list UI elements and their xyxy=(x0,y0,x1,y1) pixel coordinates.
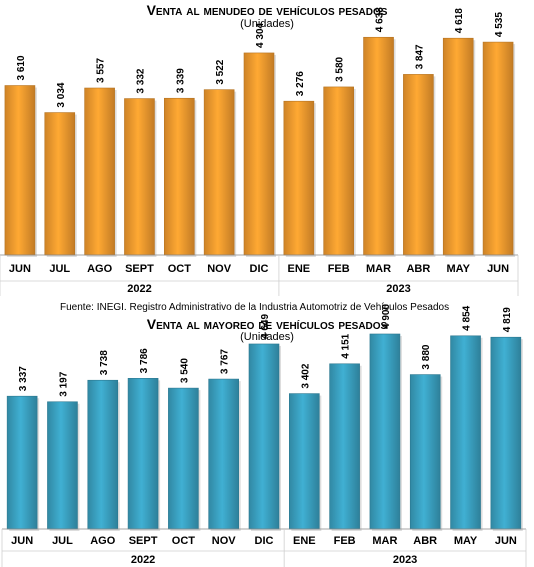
value-label-6: 4 304 xyxy=(255,22,266,47)
value-label-9: 4 900 xyxy=(381,304,392,329)
bar-11 xyxy=(450,335,481,530)
bar-10 xyxy=(409,374,441,530)
retail-bar-chart: 3 610 JUN 3 034 JUL 3 557 AGO 3 332 SEPT 3 339 OC… xyxy=(0,7,519,296)
bar-12 xyxy=(490,336,522,530)
value-label-6: 4 649 xyxy=(260,314,271,339)
source-note: Fuente: INEGI. Registro Administrativo d… xyxy=(60,302,450,313)
month-label-10: ABR xyxy=(413,535,437,547)
bar-3 xyxy=(124,98,155,256)
month-label-11: MAY xyxy=(447,263,471,275)
month-label-12: JUN xyxy=(495,535,517,547)
value-label-5: 3 522 xyxy=(215,59,226,84)
value-label-0: 3 337 xyxy=(18,366,29,391)
month-label-9: MAR xyxy=(372,535,397,547)
value-label-10: 3 847 xyxy=(414,44,425,69)
bar-2 xyxy=(84,87,115,256)
month-label-0: JUN xyxy=(11,535,33,547)
value-label-5: 3 767 xyxy=(220,349,231,374)
month-label-7: ENE xyxy=(288,263,311,275)
chart2-title-text: Venta al mayoreo de vehículos pesados xyxy=(146,316,388,332)
value-label-4: 3 339 xyxy=(175,68,186,93)
bar-8 xyxy=(323,86,354,256)
value-label-0: 3 610 xyxy=(16,55,27,80)
bar-5 xyxy=(203,89,235,256)
month-label-9: MAR xyxy=(366,263,391,275)
value-label-4: 3 540 xyxy=(179,358,190,383)
month-label-5: NOV xyxy=(212,535,237,547)
value-label-8: 4 151 xyxy=(341,333,352,358)
bar-1 xyxy=(44,112,76,256)
month-label-3: SEPT xyxy=(129,535,158,547)
year-label-1: 2023 xyxy=(386,283,410,295)
month-label-12: JUN xyxy=(487,263,509,275)
bar-10 xyxy=(403,74,434,256)
bar-6 xyxy=(248,343,280,530)
bar-11 xyxy=(442,37,474,256)
bar-0 xyxy=(6,395,38,530)
year-label-1: 2023 xyxy=(393,554,417,566)
month-label-8: FEB xyxy=(328,263,350,275)
value-label-7: 3 402 xyxy=(300,363,311,388)
year-label-0: 2022 xyxy=(131,554,155,566)
bar-8 xyxy=(329,363,360,530)
value-label-9: 4 638 xyxy=(375,7,386,32)
month-label-3: SEPT xyxy=(125,263,154,275)
value-label-3: 3 786 xyxy=(139,348,150,373)
value-label-10: 3 880 xyxy=(421,344,432,369)
bar-9 xyxy=(369,333,401,530)
value-label-11: 4 618 xyxy=(454,8,465,33)
month-label-1: JUL xyxy=(52,535,73,547)
month-label-2: AGO xyxy=(87,263,113,275)
bar-7 xyxy=(283,100,315,256)
value-label-3: 3 332 xyxy=(135,68,146,93)
chart1-title: Venta al menudeo de vehículos pesados xyxy=(0,3,534,18)
bar-9 xyxy=(363,36,394,256)
bar-5 xyxy=(208,378,239,530)
month-label-0: JUN xyxy=(9,263,31,275)
month-label-2: AGO xyxy=(90,535,116,547)
bar-4 xyxy=(168,387,199,530)
month-label-7: ENE xyxy=(293,535,316,547)
bar-3 xyxy=(127,378,159,530)
month-label-4: OCT xyxy=(168,263,192,275)
month-label-10: ABR xyxy=(406,263,430,275)
value-label-12: 4 535 xyxy=(494,12,505,37)
month-label-1: JUL xyxy=(49,263,70,275)
value-label-2: 3 738 xyxy=(99,350,110,375)
bar-2 xyxy=(87,379,119,530)
value-label-2: 3 557 xyxy=(96,58,107,83)
chart2-subtitle: (Unidades) xyxy=(240,331,294,343)
bar-6 xyxy=(243,52,275,256)
value-label-1: 3 034 xyxy=(56,82,67,107)
chart1-title-text: Venta al menudeo de vehículos pesados xyxy=(146,2,388,18)
month-label-6: DIC xyxy=(250,263,269,275)
chart2-title: Venta al mayoreo de vehículos pesados xyxy=(0,317,534,332)
bar-7 xyxy=(289,393,320,530)
month-label-8: FEB xyxy=(334,535,356,547)
month-label-4: OCT xyxy=(172,535,196,547)
bar-0 xyxy=(4,85,36,256)
value-label-11: 4 854 xyxy=(462,305,473,330)
value-label-12: 4 819 xyxy=(502,307,513,332)
chart1-subtitle: (Unidades) xyxy=(240,18,294,30)
value-label-7: 3 276 xyxy=(295,71,306,96)
month-label-11: MAY xyxy=(454,535,478,547)
year-label-0: 2022 xyxy=(127,283,151,295)
value-label-1: 3 197 xyxy=(58,371,69,396)
bar-4 xyxy=(164,97,195,256)
bar-1 xyxy=(47,401,78,530)
month-label-5: NOV xyxy=(207,263,232,275)
value-label-8: 3 580 xyxy=(335,56,346,81)
month-label-6: DIC xyxy=(255,535,274,547)
